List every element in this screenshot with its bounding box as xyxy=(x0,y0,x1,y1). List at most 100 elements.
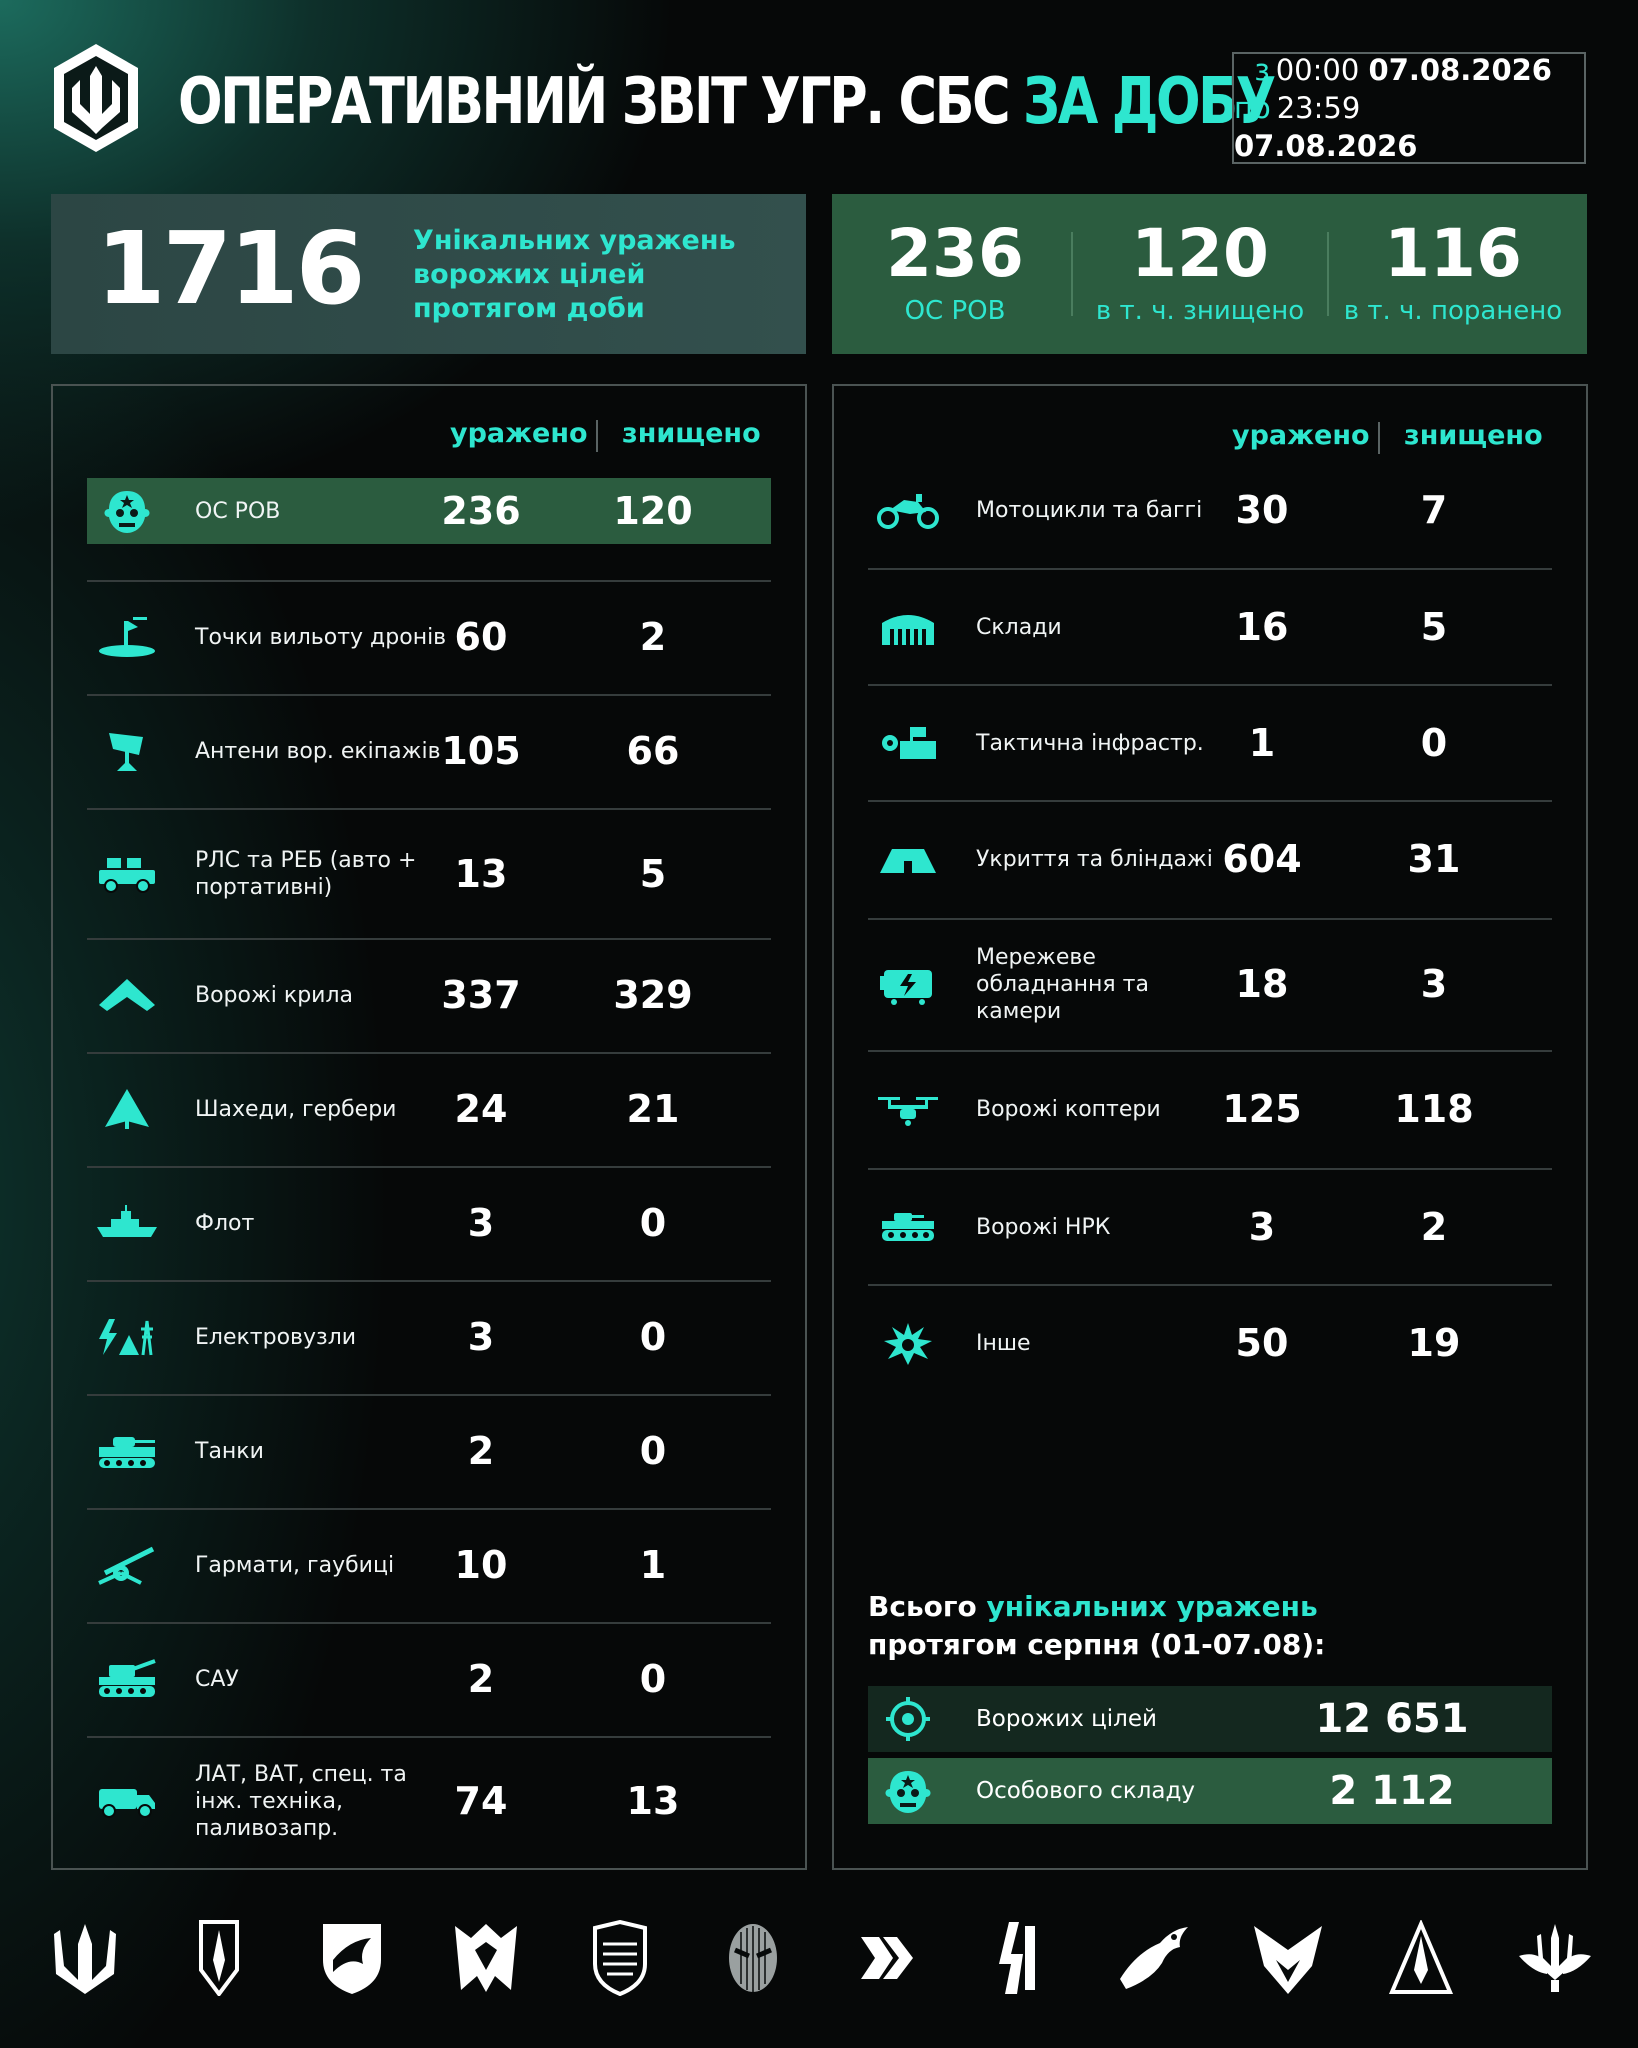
row-label: Флот xyxy=(195,1210,255,1236)
row-label: ЛАТ, ВАТ, спец. та інж. техніка, паливоз… xyxy=(195,1761,407,1841)
shield-emblem-icon xyxy=(575,1913,665,2003)
row-hit-value: 30 xyxy=(1235,488,1289,532)
row-divider xyxy=(87,938,771,940)
table-row: Мотоцикли та баггі 30 7 xyxy=(868,470,1552,550)
row-label: Гармати, гаубиці xyxy=(195,1552,395,1578)
table-row: Електровузли 3 0 xyxy=(87,1297,771,1377)
row-hit-value: 1 xyxy=(1248,721,1276,765)
row-hit-value: 60 xyxy=(454,615,508,659)
row-destroyed-value: 120 xyxy=(613,489,693,533)
row-divider xyxy=(868,568,1552,570)
network-equipment-icon xyxy=(876,960,940,1008)
row-hit-value: 74 xyxy=(454,1779,508,1823)
row-divider xyxy=(87,1166,771,1168)
ship-icon xyxy=(95,1199,159,1247)
row-destroyed-value: 1 xyxy=(639,1543,667,1587)
row-hit-value: 2 xyxy=(467,1429,495,1473)
row-destroyed-value: 19 xyxy=(1407,1321,1461,1365)
table-row: Точки вильоту дронів 60 2 xyxy=(87,597,771,677)
table-row: ЛАТ, ВАТ, спец. та інж. техніка, паливоз… xyxy=(87,1753,771,1849)
table-row: Склади 16 5 xyxy=(868,587,1552,667)
row-label: Ворожі коптери xyxy=(976,1096,1161,1122)
arrow-emblem-icon xyxy=(1376,1913,1466,2003)
row-label: Танки xyxy=(195,1438,264,1464)
row-label: Ворожі НРК xyxy=(976,1214,1111,1240)
row-label: Мотоцикли та баггі xyxy=(976,497,1203,523)
row-destroyed-value: 118 xyxy=(1394,1087,1474,1131)
summary-row-targets: Ворожих цілей 12 651 xyxy=(868,1686,1552,1752)
bird-shield-emblem-icon xyxy=(307,1913,397,2003)
row-hit-value: 604 xyxy=(1222,837,1302,881)
table-row: ОС РОВ 236 120 xyxy=(87,478,771,544)
row-destroyed-value: 0 xyxy=(639,1657,667,1701)
radar-truck-icon xyxy=(95,850,159,898)
mask-emblem-icon xyxy=(708,1913,798,2003)
left-col-destroyed-header: знищено xyxy=(622,418,761,449)
row-destroyed-value: 3 xyxy=(1420,962,1448,1006)
shahed-icon xyxy=(95,1085,159,1133)
table-row: Гармати, гаубиці 10 1 xyxy=(87,1525,771,1605)
row-divider xyxy=(87,1508,771,1510)
row-destroyed-value: 5 xyxy=(1420,605,1448,649)
table-row: Ворожі НРК 3 2 xyxy=(868,1187,1552,1267)
row-destroyed-value: 0 xyxy=(1420,721,1448,765)
table-row: РЛС та РЕБ (авто + портативні) 13 5 xyxy=(87,827,771,921)
left-panel xyxy=(51,384,807,1870)
row-divider xyxy=(87,808,771,810)
row-hit-value: 13 xyxy=(454,852,508,896)
wing-icon xyxy=(95,971,159,1019)
right-col-hit-header: уражено xyxy=(1232,420,1370,451)
row-hit-value: 105 xyxy=(441,729,521,773)
infrastructure-icon xyxy=(876,719,940,767)
personnel-destroyed: 120 в т. ч. знищено xyxy=(1095,215,1305,327)
row-destroyed-value: 2 xyxy=(1420,1205,1448,1249)
hawk-emblem-icon xyxy=(1243,1913,1333,2003)
row-destroyed-value: 329 xyxy=(613,973,693,1017)
row-destroyed-value: 2 xyxy=(639,615,667,659)
row-destroyed-value: 0 xyxy=(639,1429,667,1473)
warehouse-icon xyxy=(876,603,940,651)
table-row: Флот 3 0 xyxy=(87,1183,771,1263)
row-destroyed-value: 13 xyxy=(626,1779,680,1823)
row-divider xyxy=(868,684,1552,686)
divider xyxy=(1327,232,1329,316)
row-hit-value: 50 xyxy=(1235,1321,1289,1365)
row-destroyed-value: 7 xyxy=(1420,488,1448,532)
row-destroyed-value: 21 xyxy=(626,1087,680,1131)
personnel-total: 236 ОС РОВ xyxy=(886,215,1024,327)
eagle-emblem-icon xyxy=(1109,1913,1199,2003)
truck-icon xyxy=(95,1777,159,1825)
row-hit-value: 236 xyxy=(441,489,521,533)
row-hit-value: 10 xyxy=(454,1543,508,1587)
summary-value: 12 651 xyxy=(1315,1696,1469,1742)
row-label: Електровузли xyxy=(195,1324,357,1350)
date-range: з 00:00 07.08.2026 по 23:59 07.08.2026 xyxy=(1232,52,1586,164)
summary-row-personnel: Особового складу 2 112 xyxy=(868,1758,1552,1824)
drone-launch-point-icon xyxy=(95,613,159,661)
row-label: Склади xyxy=(976,614,1062,640)
tank-icon xyxy=(95,1427,159,1475)
winged-trident-emblem-icon xyxy=(1510,1913,1600,2003)
header-divider xyxy=(1378,422,1380,454)
table-row: САУ 2 0 xyxy=(87,1639,771,1719)
copter-icon xyxy=(876,1085,940,1133)
row-divider xyxy=(868,1284,1552,1286)
row-hit-value: 16 xyxy=(1235,605,1289,649)
soldier-icon xyxy=(95,487,159,535)
right-col-destroyed-header: знищено xyxy=(1404,420,1543,451)
personnel-box xyxy=(832,194,1587,354)
row-hit-value: 24 xyxy=(454,1087,508,1131)
row-divider xyxy=(87,694,771,696)
row-label: Шахеди, гербери xyxy=(195,1096,397,1122)
table-row: Ворожі крила 337 329 xyxy=(87,955,771,1035)
row-hit-value: 2 xyxy=(467,1657,495,1701)
wolf-emblem-icon xyxy=(441,1913,531,2003)
title-main: ОПЕРАТИВНИЙ ЗВІТ УГР. СБС xyxy=(178,65,1011,139)
row-divider xyxy=(87,1280,771,1282)
row-destroyed-value: 66 xyxy=(626,729,680,773)
row-label: Ворожі крила xyxy=(195,982,353,1008)
table-row: Танки 2 0 xyxy=(87,1411,771,1491)
table-row: Антени вор. екіпажів 105 66 xyxy=(87,711,771,791)
lightning-emblem-icon xyxy=(975,1913,1065,2003)
row-hit-value: 3 xyxy=(467,1201,495,1245)
